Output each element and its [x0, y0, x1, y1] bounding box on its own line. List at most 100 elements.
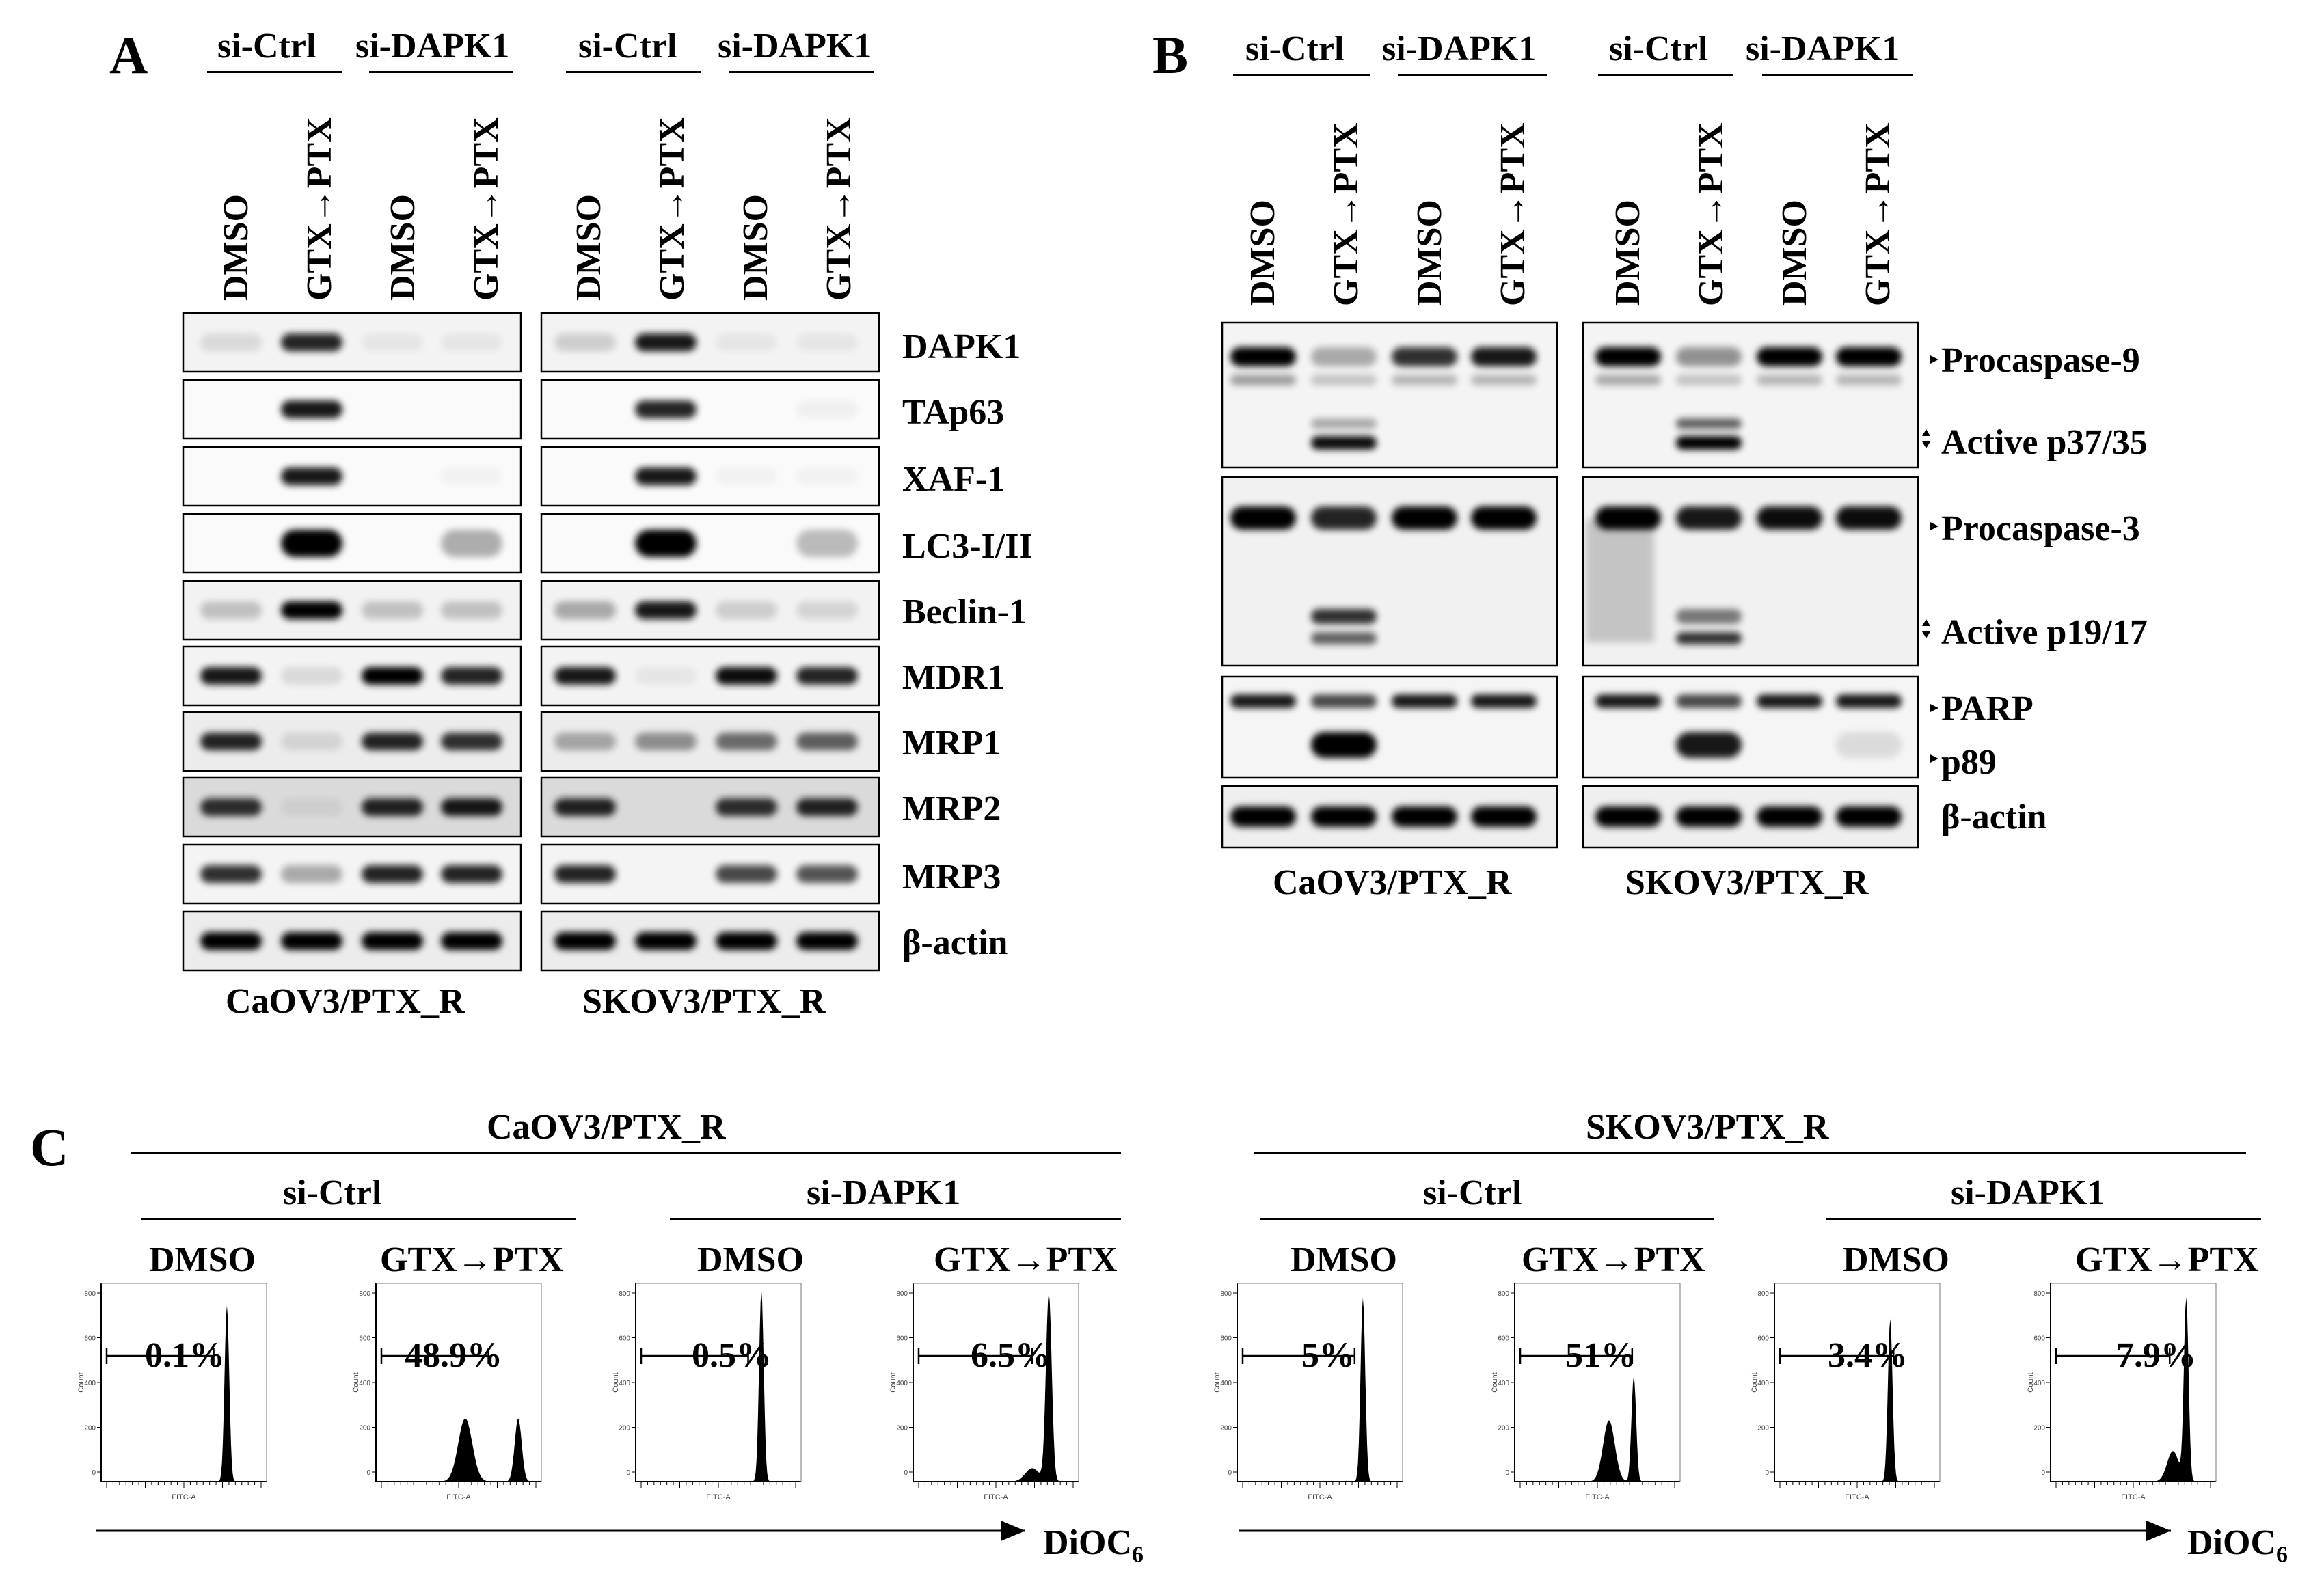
panel-a-band: [796, 601, 858, 619]
flow-y-axis-title: Count: [1213, 1372, 1221, 1392]
panel-a-protein-label: Beclin-1: [902, 593, 1027, 631]
flow-y-tick-label: 0: [1228, 1469, 1232, 1477]
panel-b-caov3-ctrl-group: si-Ctrl: [1245, 29, 1345, 68]
flow-y-tick-label: 800: [896, 1290, 908, 1298]
panel-b-band: [1311, 347, 1377, 366]
panel-a-band: [281, 865, 342, 883]
panel-a-band: [441, 530, 502, 557]
panel-a-caov3-dapk-group: si-DAPK1: [355, 27, 510, 66]
flow-y-tick-label: 600: [1220, 1335, 1232, 1343]
flow-y-axis-title: Count: [77, 1372, 85, 1392]
panel-a-band: [796, 733, 858, 750]
flow-y-tick-label: 800: [359, 1290, 370, 1298]
flow-histogram-fill: [101, 1305, 267, 1482]
panel-c-caov3-ctrl-group: si-Ctrl: [283, 1173, 382, 1212]
flow-y-tick-label: 200: [896, 1425, 908, 1432]
panel-b-caov3-ctrl-underline: [1233, 74, 1370, 76]
panel-a-band: [200, 865, 262, 883]
panel-b-band: [1230, 694, 1296, 708]
band-pointer-arrow: [1930, 704, 1938, 712]
panel-a-band: [281, 601, 342, 619]
panel-b-label-procaspase3: Procaspase-3: [1941, 509, 2140, 548]
flow-axis-label-caov3: DiOC6: [1043, 1523, 1144, 1568]
panel-b-band: [1230, 506, 1296, 530]
panel-a-band: [362, 733, 423, 750]
panel-b-band: [1471, 506, 1537, 530]
panel-b-band: [1676, 806, 1742, 827]
flow-y-tick-label: 0: [1505, 1469, 1509, 1477]
flow-y-tick-label: 400: [2033, 1380, 2045, 1387]
panel-a-band: [554, 333, 616, 351]
panel-b-caov3-label: CaOV3/PTX_R: [1273, 863, 1512, 902]
flow-y-tick-label: 0: [1765, 1469, 1769, 1477]
panel-a-protein-label: MDR1: [902, 658, 1005, 697]
panel-c-condition-label: DMSO: [1291, 1240, 1397, 1279]
panel-a-band: [281, 530, 342, 557]
flow-y-tick-label: 600: [896, 1335, 908, 1343]
flow-histogram: 800 600 400 200 0 Count FITC-A: [352, 1283, 542, 1501]
panel-c-skov3-dapk-underline: [1826, 1218, 2261, 1220]
panel-b-band: [1471, 375, 1537, 385]
panel-a-band: [362, 601, 423, 619]
panel-a-band: [441, 667, 502, 685]
panel-b-band: [1392, 806, 1457, 827]
flow-y-tick-label: 400: [1220, 1380, 1232, 1387]
panel-b-smear: [1586, 519, 1654, 642]
flow-y-axis-title: Count: [889, 1372, 897, 1392]
panel-b-label-p89: p89: [1941, 743, 1997, 782]
panel-b-band: [1311, 732, 1377, 758]
panel-b-label-active-p19-17: Active p19/17: [1941, 613, 2148, 652]
panel-b-band: [1311, 506, 1377, 530]
panel-a-letter: A: [109, 25, 148, 85]
panel-a-band: [796, 932, 858, 950]
flow-axis-label-skov3: DiOC6: [2187, 1523, 2288, 1568]
panel-a-band: [441, 601, 502, 619]
panel-a-band: [796, 798, 858, 816]
panel-b-blot-strip-skov3: [1582, 675, 1919, 779]
flow-y-tick-label: 400: [1498, 1380, 1509, 1387]
panel-a-band: [441, 333, 502, 351]
panel-b-band: [1836, 375, 1902, 385]
panel-b-blot-strip-caov3: [1221, 321, 1558, 469]
panel-a-skov3-ctrl-underline: [566, 71, 701, 73]
flow-y-tick-label: 800: [2033, 1290, 2045, 1298]
flow-x-axis-title: FITC-A: [172, 1493, 196, 1501]
flow-y-tick-label: 800: [1498, 1290, 1509, 1298]
panel-a-band: [281, 667, 342, 685]
panel-b-band: [1230, 806, 1296, 827]
panel-b-skov3-ctrl-underline: [1598, 74, 1733, 76]
flow-y-tick-label: 200: [84, 1425, 96, 1432]
panel-a-band: [554, 932, 616, 950]
panel-a-protein-label: LC3-I/II: [902, 527, 1033, 566]
panel-b-band: [1757, 506, 1822, 530]
panel-c-skov3-underline: [1254, 1152, 2246, 1154]
panel-a-band: [635, 932, 697, 950]
panel-a-band: [716, 932, 777, 950]
panel-a-band: [554, 601, 616, 619]
panel-a-blot-strip-caov3: [182, 379, 522, 440]
panel-b-label-parp: PARP: [1941, 690, 2033, 729]
panel-a-band: [796, 530, 858, 557]
panel-b-band: [1311, 418, 1377, 429]
flow-y-axis-title: Count: [1751, 1372, 1759, 1392]
flow-y-tick-label: 400: [359, 1380, 370, 1387]
panel-b-skov3-dapk-underline: [1762, 74, 1913, 76]
panel-a-band: [200, 932, 262, 950]
panel-a-band: [200, 733, 262, 750]
flow-y-tick-label: 200: [1757, 1425, 1769, 1432]
flow-histogram-fill: [2051, 1297, 2216, 1482]
panel-b-band: [1471, 806, 1537, 827]
panel-a-band: [635, 467, 697, 485]
panel-b-band: [1676, 347, 1742, 366]
flow-y-tick-label: 200: [1498, 1425, 1509, 1432]
panel-a-skov3-dapk-underline: [729, 71, 874, 73]
panel-b-band: [1836, 694, 1902, 708]
panel-a-protein-label: MRP1: [902, 724, 1001, 763]
panel-c-condition-label: DMSO: [149, 1240, 256, 1279]
panel-a-band: [200, 798, 262, 816]
panel-b-blot-strip-caov3: [1221, 675, 1558, 779]
panel-a-band: [281, 932, 342, 950]
panel-a-protein-label: β-actin: [902, 923, 1008, 962]
panel-a-band: [796, 400, 858, 418]
